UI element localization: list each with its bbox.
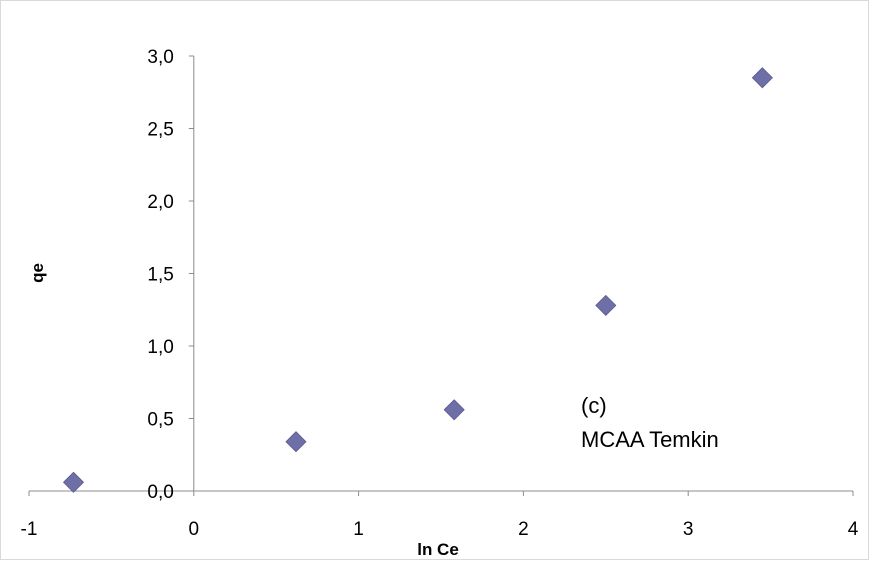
axes <box>28 55 854 496</box>
annotation-subtitle: MCAA Temkin <box>581 427 719 452</box>
annotation-label: (c) <box>581 393 607 418</box>
x-tick-label: 1 <box>353 519 364 540</box>
y-axis-title: qe <box>28 263 47 283</box>
x-axis-title: ln Ce <box>417 540 459 559</box>
y-tick-label: 0,0 <box>147 482 173 503</box>
y-tick-label: 2,0 <box>147 192 173 213</box>
x-tick-label: 4 <box>848 519 859 540</box>
x-tick-label: 2 <box>518 519 529 540</box>
x-tick-label: 0 <box>189 519 200 540</box>
data-point <box>285 431 307 453</box>
x-tick-label: -1 <box>21 519 38 540</box>
data-point <box>595 294 617 316</box>
data-point <box>62 471 85 493</box>
x-tick-label: 3 <box>683 519 694 540</box>
y-tick-label: 3,0 <box>147 47 173 68</box>
data-points <box>62 67 773 493</box>
y-tick-label: 2,5 <box>147 120 173 141</box>
y-tick-label: 0,5 <box>147 410 173 431</box>
y-tick-label: 1,5 <box>147 265 173 286</box>
y-tick-label: 1,0 <box>147 337 173 358</box>
data-point <box>751 67 773 89</box>
data-point <box>443 399 465 421</box>
tick-labels: 0,0 0,5 1,0 1,5 2,0 2,5 3,0 -1 0 1 2 3 4 <box>21 47 859 540</box>
